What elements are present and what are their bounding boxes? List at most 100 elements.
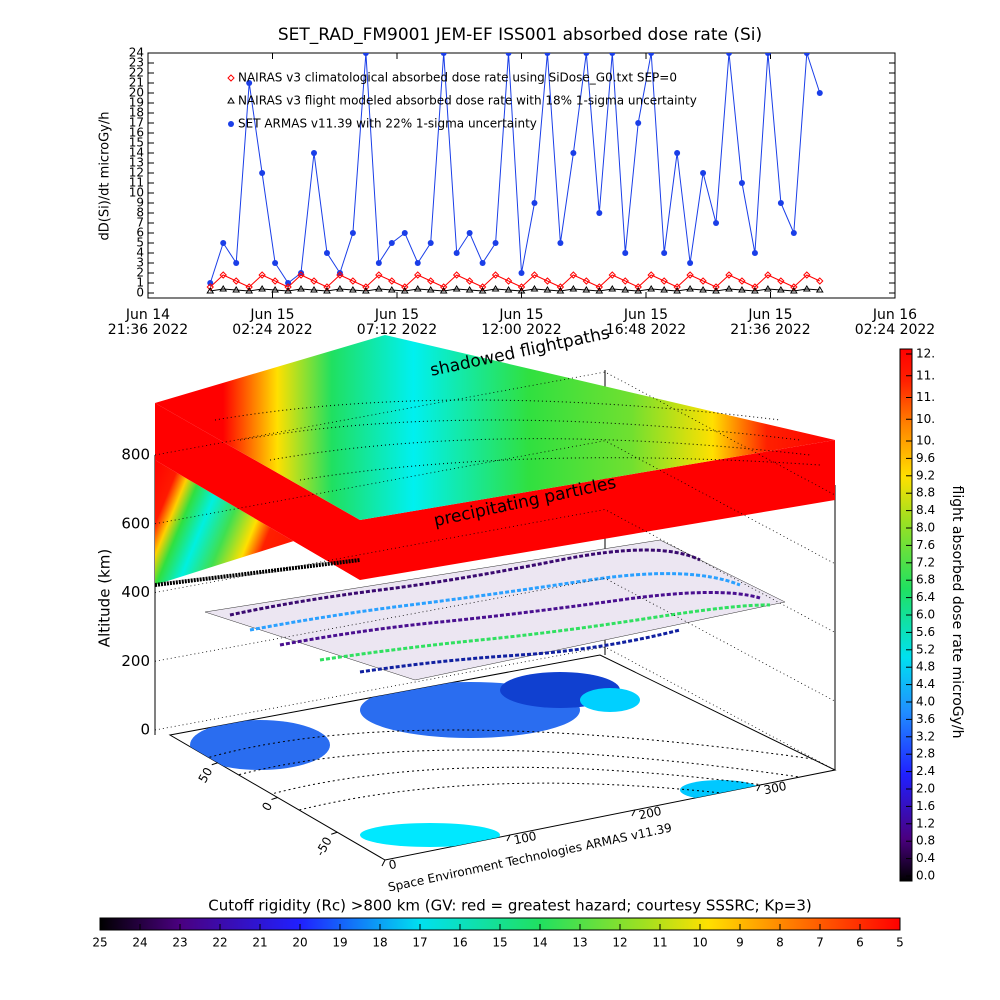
legend-marker	[228, 121, 234, 127]
data-point	[674, 150, 681, 156]
data-point	[387, 286, 396, 293]
y-tick-label: 1	[136, 276, 144, 290]
data-point	[400, 287, 409, 294]
lat-tick	[271, 797, 278, 800]
data-point	[764, 285, 772, 292]
data-point	[336, 271, 344, 279]
legend-marker	[227, 97, 235, 104]
colorbar-tick-label: 9.2	[916, 468, 935, 482]
data-point	[803, 53, 810, 56]
data-point	[246, 80, 253, 86]
grid-line	[154, 371, 836, 496]
data-point	[401, 230, 408, 236]
x-tick-label: 21:36 2022	[108, 322, 188, 338]
data-point	[465, 277, 474, 285]
data-point	[297, 285, 305, 292]
legend-label: SET ARMAS v11.39 with 22% 1-sigma uncert…	[238, 117, 537, 131]
data-point	[349, 277, 357, 285]
colorbar-tick-label: 4.8	[916, 660, 935, 674]
x-tick-label: 12:00 2022	[481, 322, 561, 338]
flightpath	[359, 628, 681, 674]
y-tick-label: 20	[129, 86, 144, 100]
data-point	[259, 170, 266, 176]
data-point	[440, 53, 447, 56]
slab-front-left	[155, 460, 360, 585]
colorbar-tick-label: 7.2	[916, 555, 935, 569]
data-point	[530, 271, 539, 279]
data-point	[608, 285, 617, 292]
data-point	[297, 271, 305, 279]
lat-tick-label: 0	[259, 800, 275, 814]
data-point	[478, 283, 487, 291]
data-point	[816, 90, 823, 96]
data-point	[388, 277, 396, 285]
colorbar-tick-label: 24	[132, 936, 147, 950]
y-tick-label: 3	[136, 256, 144, 270]
colorbar-tick-label: 5.2	[916, 642, 935, 656]
data-point	[726, 53, 732, 56]
data-point	[661, 250, 668, 256]
flightpath	[279, 591, 761, 647]
data-point	[311, 150, 317, 156]
legend-label: NAIRAS v3 climatological absorbed dose r…	[238, 71, 677, 85]
lon-tick	[756, 784, 761, 792]
data-point	[207, 280, 214, 286]
colorbar-tick-label: 10.	[916, 412, 935, 426]
continent	[580, 688, 640, 712]
z-tick-label: 0	[140, 721, 150, 739]
data-point	[505, 53, 512, 56]
track	[219, 749, 821, 781]
z-axis-label: Altitude (km)	[96, 549, 114, 647]
data-point	[206, 283, 214, 291]
colorbar-tick-label: 9.6	[916, 451, 935, 465]
data-point	[621, 277, 629, 285]
data-point	[272, 260, 279, 266]
data-point	[517, 283, 526, 291]
data-point	[466, 230, 473, 236]
data-point	[544, 53, 551, 56]
antarctica	[360, 823, 500, 847]
track	[214, 399, 781, 421]
data-point	[790, 283, 798, 291]
data-point	[375, 260, 382, 266]
data-point	[531, 200, 538, 206]
data-point	[439, 283, 448, 291]
y-tick-label: 6	[136, 226, 144, 240]
x-tick-label: Jun 15	[623, 307, 668, 323]
slab-top	[155, 335, 835, 520]
data-point	[219, 271, 227, 279]
y-tick-label: 23	[129, 56, 144, 70]
colorbar-tick-label: 6.8	[916, 573, 935, 587]
grid-line	[154, 577, 836, 702]
data-point	[700, 170, 707, 176]
colorbar-tick-label: 14	[532, 936, 547, 950]
data-point	[738, 180, 745, 186]
y-tick-label: 18	[129, 106, 144, 120]
data-point	[556, 283, 565, 291]
data-point	[751, 283, 759, 291]
data-point	[245, 287, 254, 294]
track	[299, 457, 821, 481]
lon-tick-label: 200	[637, 804, 662, 822]
data-point	[517, 287, 526, 294]
track	[249, 766, 801, 801]
y-tick-label: 10	[129, 186, 144, 200]
z-tick-label: 800	[121, 446, 150, 464]
data-point	[776, 286, 785, 293]
y-tick-label: 11	[129, 176, 144, 190]
ground-tracks	[199, 729, 821, 816]
scene-3d	[154, 335, 837, 861]
y-tick-label: 8	[136, 206, 144, 220]
colorbar-tick-label: 17	[412, 936, 427, 950]
colorbar-tick-label: 8.0	[916, 521, 935, 535]
data-point	[712, 283, 720, 291]
data-point	[491, 271, 500, 279]
y-axis-label: dD(Si)/dt microGy/h	[98, 112, 113, 241]
data-point	[764, 53, 771, 56]
colorbar-title: Cutoff rigidity (Rc) >800 km (GV: red = …	[208, 897, 811, 915]
data-point	[232, 277, 240, 285]
data-point	[504, 277, 513, 285]
data-point	[492, 240, 499, 246]
data-point	[686, 271, 694, 279]
grid-line	[154, 646, 836, 771]
